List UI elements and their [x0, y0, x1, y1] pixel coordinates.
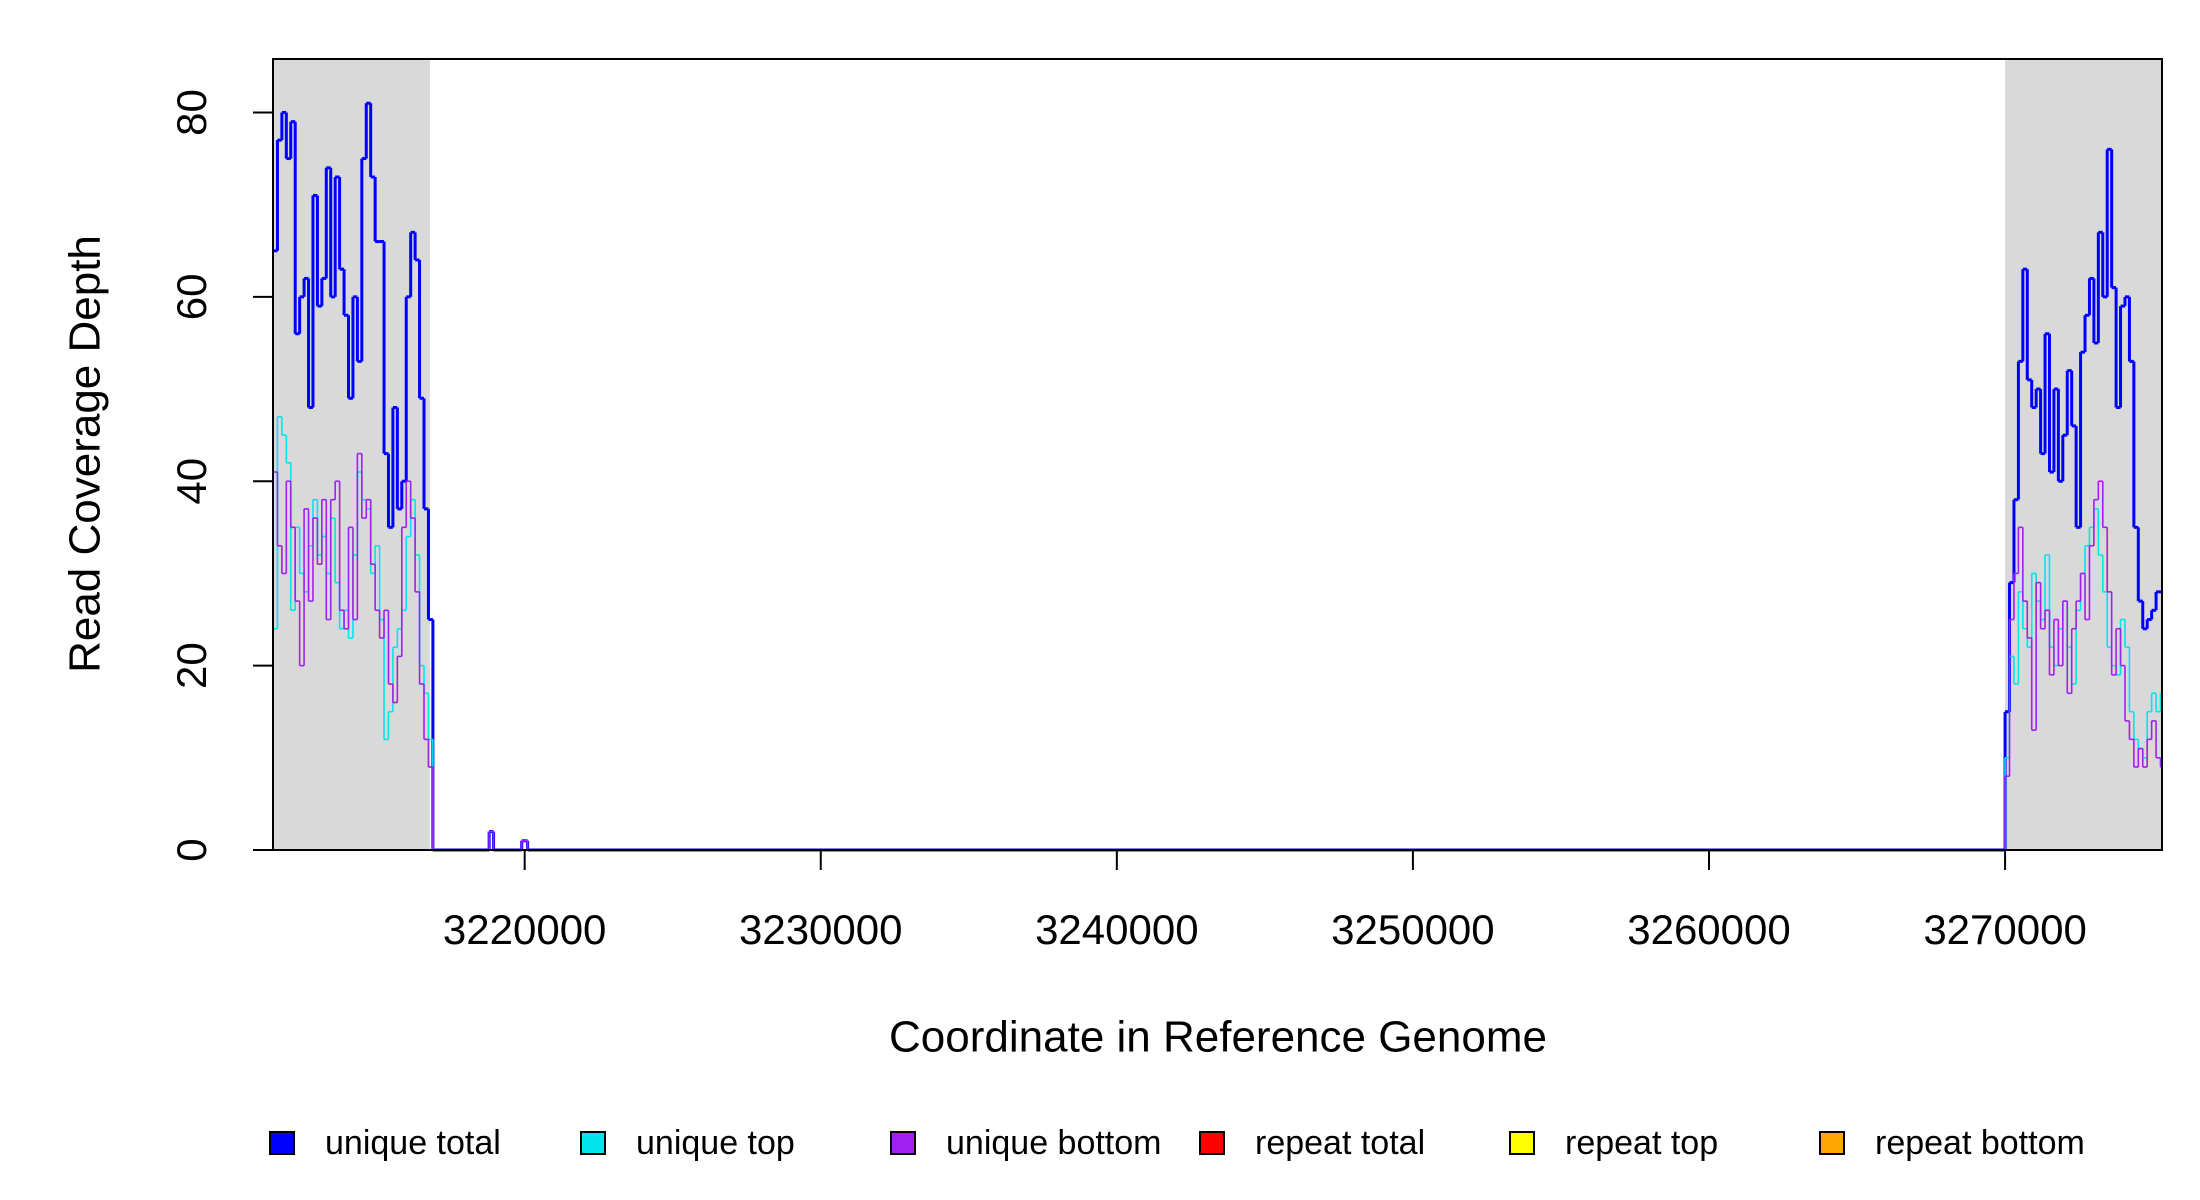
x-axis-label: Coordinate in Reference Genome — [889, 1013, 1547, 1062]
x-tick-label: 3250000 — [1331, 906, 1495, 953]
x-tick-label: 3220000 — [443, 906, 607, 953]
series — [273, 452, 2162, 851]
y-tick-label: 0 — [168, 838, 215, 861]
step-riser — [276, 416, 2162, 850]
x-tick-label: 3270000 — [1923, 906, 2087, 953]
step-riser — [275, 103, 2158, 850]
legend-label: unique top — [636, 1124, 795, 1162]
legend-label: repeat bottom — [1875, 1124, 2085, 1162]
shaded-region — [273, 59, 430, 850]
y-tick-label: 40 — [168, 458, 215, 505]
legend-swatch — [1819, 1131, 1845, 1155]
x-tick-label: 3230000 — [739, 906, 903, 953]
legend-swatch — [580, 1131, 606, 1155]
shaded-region — [2005, 59, 2162, 850]
y-tick-label: 60 — [168, 273, 215, 320]
legend-swatch — [890, 1131, 916, 1155]
y-tick-label: 80 — [168, 89, 215, 136]
legend-label: unique bottom — [946, 1124, 1162, 1162]
series — [273, 415, 2162, 851]
series — [273, 101, 2162, 852]
step-riser — [276, 453, 2162, 850]
y-tick-label: 20 — [168, 642, 215, 689]
legend-label: unique total — [325, 1124, 501, 1162]
x-tick-label: 3240000 — [1035, 906, 1199, 953]
legend-label: repeat top — [1565, 1124, 1718, 1162]
legend-swatch — [269, 1131, 295, 1155]
legend-swatch — [1509, 1131, 1535, 1155]
legend-swatch — [1199, 1131, 1225, 1155]
plot-frame — [272, 58, 2163, 851]
legend-label: repeat total — [1255, 1124, 1425, 1162]
x-tick-label: 3260000 — [1627, 906, 1791, 953]
y-axis-label: Read Coverage Depth — [61, 235, 110, 673]
